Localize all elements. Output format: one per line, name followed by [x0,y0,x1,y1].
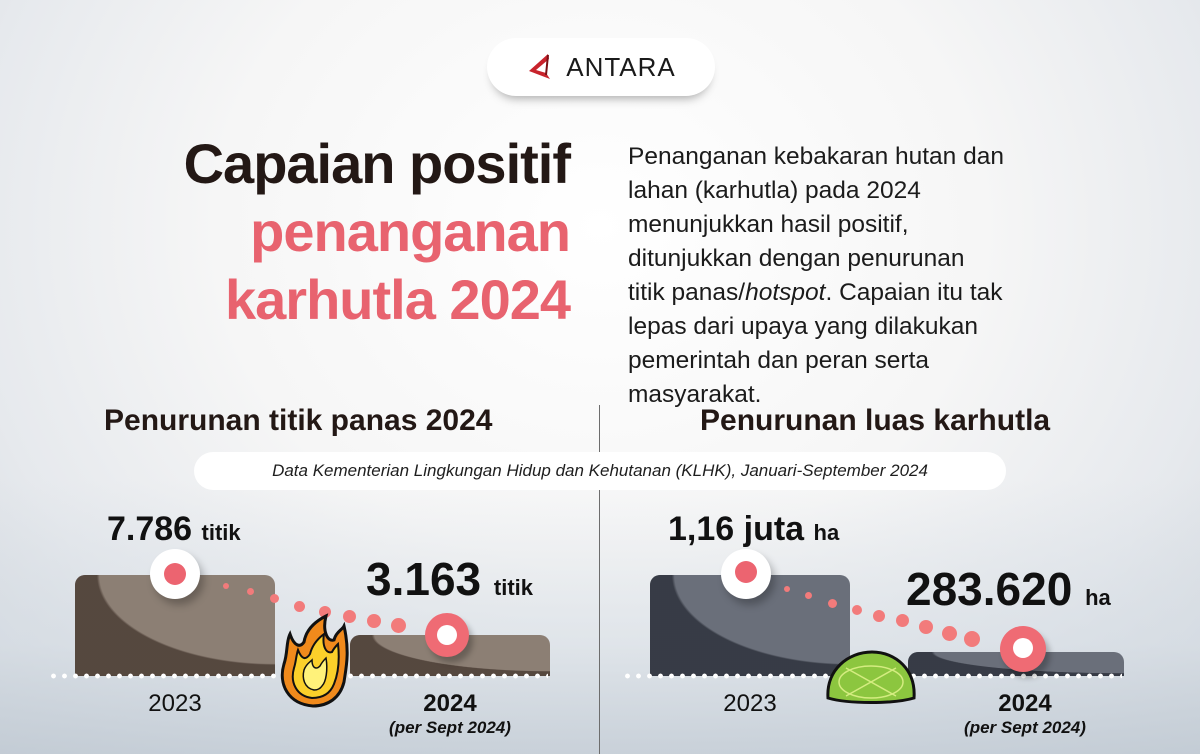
bar-2023-hotspot [75,575,275,676]
trend-dot [828,599,837,608]
year-2024-note: (per Sept 2024) [964,718,1086,737]
marker-2023-hotspot [150,549,200,599]
trend-dot [852,605,862,615]
forest-globe-icon [826,650,916,704]
trend-dot [919,620,933,634]
marker-2023-area [721,549,771,599]
description: Penanganan kebakaran hutan dan lahan (ka… [628,140,1008,412]
year-2024-note: (per Sept 2024) [389,718,511,737]
year-2024-label: 2024 [423,690,477,717]
fire-icon [280,613,349,708]
antara-logo: ANTARA [487,38,715,96]
right-section-title: Penurunan luas karhutla [700,404,1051,437]
year-2023-label: 2023 [148,690,202,717]
title-line-1: Capaian positif [183,132,571,195]
marker-2024-area [1000,626,1046,672]
trend-dot [343,610,356,623]
trend-dot [294,601,305,612]
year-2023-label: 2023 [723,690,777,717]
description-italic: hotspot [745,279,826,306]
trend-dot [873,610,885,622]
year-2024-label: 2024 [998,690,1052,717]
trend-dot [964,631,980,647]
title-line-2: penanganan [250,200,571,263]
trend-dot [942,626,957,641]
trend-dot [247,588,254,595]
trend-dot [391,618,406,633]
title-line-3: karhutla 2024 [225,268,571,331]
trend-dot [896,614,909,627]
value-2024-area: 283.620 ha [906,563,1111,615]
marker-2024-hotspot [425,613,469,657]
trend-dot [223,583,229,589]
logo-text: ANTARA [566,51,676,82]
antara-logo-icon [529,54,551,79]
value-2024-hotspot: 3.163 titik [366,553,534,605]
trend-dot [367,614,381,628]
value-2023-hotspot: 7.786 titik [107,510,241,548]
trend-dot [270,594,279,603]
description-part-2: . Capaian itu tak lepas dari upaya yang … [628,279,1003,408]
value-2023-area: 1,16 juta ha [668,510,840,548]
trend-dot [805,592,812,599]
section-divider [599,405,600,754]
description-part-1: Penanganan kebakaran hutan dan lahan (ka… [628,143,1004,306]
trend-dot [784,586,790,592]
page-title: Capaian positif penanganan karhutla 2024 [183,130,571,334]
source-note: Data Kementerian Lingkungan Hidup dan Ke… [194,452,1006,490]
trend-dot [319,606,331,618]
left-section-title: Penurunan titik panas 2024 [104,404,493,437]
